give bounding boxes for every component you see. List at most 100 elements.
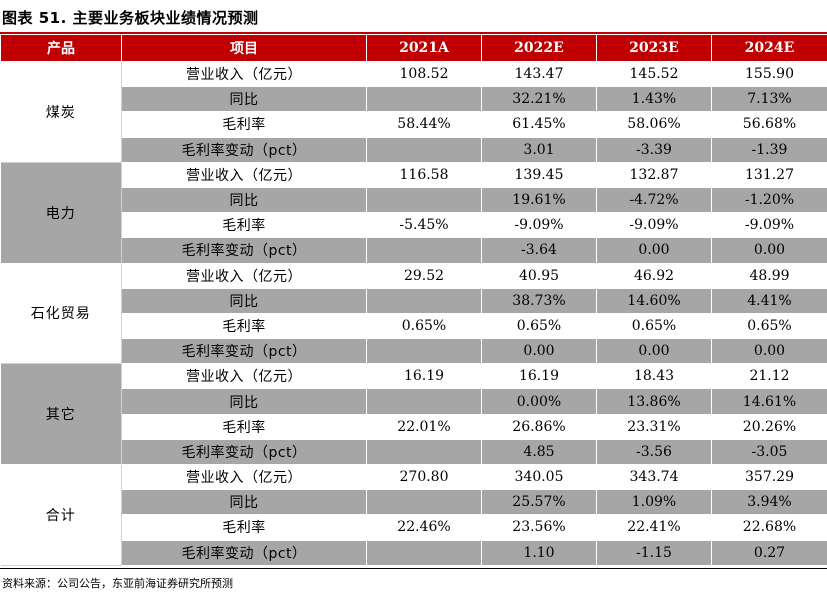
- value-cell: 1.43%: [596, 86, 712, 113]
- row-item-label: 营业收入（亿元）: [121, 464, 367, 491]
- value-cell: 0.00: [711, 237, 827, 264]
- value-cell: 270.80: [366, 464, 482, 491]
- header-year: 2023E: [596, 34, 712, 62]
- table-row: 同比 0.00% 13.86% 14.61%: [1, 388, 827, 415]
- value-cell: 48.99: [711, 263, 827, 289]
- value-cell: [366, 540, 482, 566]
- row-item-label: 毛利率变动（pct）: [121, 439, 367, 466]
- value-cell: -4.72%: [596, 187, 712, 214]
- value-cell: [366, 237, 482, 264]
- value-cell: 116.58: [366, 162, 482, 188]
- value-cell: 0.00: [481, 338, 597, 365]
- value-cell: 16.19: [366, 363, 482, 390]
- value-cell: 340.05: [481, 464, 597, 491]
- table-row: 煤炭 营业收入（亿元） 108.52 143.47 145.52 155.90: [0, 61, 827, 163]
- table-row: 毛利率 58.44% 61.45% 58.06% 56.68%: [1, 111, 827, 138]
- value-cell: 0.65%: [366, 313, 482, 340]
- value-cell: 25.57%: [481, 489, 597, 516]
- value-cell: 343.74: [596, 464, 712, 491]
- table-row: 同比 25.57% 1.09% 3.94%: [1, 489, 827, 516]
- value-cell: 18.43: [596, 363, 712, 390]
- value-cell: 61.45%: [481, 111, 597, 138]
- forecast-table: 产品 项目 2021A 2022E 2023E 2024E 煤炭 营业收入（亿元）…: [0, 34, 827, 566]
- row-item-label: 毛利率变动（pct）: [121, 137, 367, 163]
- value-cell: -9.09%: [596, 212, 712, 239]
- row-item-label: 毛利率: [121, 414, 367, 440]
- row-item-label: 营业收入（亿元）: [121, 162, 367, 188]
- value-cell: 22.46%: [366, 514, 482, 541]
- value-cell: 0.00: [596, 237, 712, 264]
- value-cell: 23.56%: [481, 514, 597, 541]
- table-row: 同比 19.61% -4.72% -1.20%: [1, 187, 827, 214]
- table-header-row: 产品 项目 2021A 2022E 2023E 2024E: [0, 34, 827, 62]
- value-cell: 13.86%: [596, 388, 712, 415]
- table-row: 电力 营业收入（亿元） 116.58 139.45 132.87 131.27: [0, 162, 827, 264]
- value-cell: -9.09%: [481, 212, 597, 239]
- value-cell: 0.00%: [481, 388, 597, 415]
- value-cell: 132.87: [596, 162, 712, 188]
- value-cell: -9.09%: [711, 212, 827, 239]
- table-row: 毛利率变动（pct） -3.64 0.00 0.00: [1, 237, 827, 264]
- row-item-label: 同比: [121, 489, 367, 516]
- value-cell: 0.65%: [711, 313, 827, 340]
- value-cell: -3.64: [481, 237, 597, 264]
- value-cell: 139.45: [481, 162, 597, 188]
- value-cell: 14.60%: [596, 288, 712, 314]
- header-item: 项目: [121, 34, 367, 62]
- row-item-label: 毛利率: [121, 111, 367, 138]
- row-item-label: 毛利率变动（pct）: [121, 540, 367, 566]
- value-cell: -3.05: [711, 439, 827, 466]
- table-row: 毛利率变动（pct） 4.85 -3.56 -3.05: [1, 439, 827, 466]
- value-cell: 58.06%: [596, 111, 712, 138]
- value-cell: 29.52: [366, 263, 482, 289]
- table-row: 同比 32.21% 1.43% 7.13%: [1, 86, 827, 113]
- value-cell: 20.26%: [711, 414, 827, 440]
- value-cell: -1.39: [711, 137, 827, 163]
- row-item-label: 营业收入（亿元）: [121, 263, 367, 289]
- row-item-label: 毛利率: [121, 313, 367, 340]
- title-rule: [0, 32, 827, 34]
- product-group-label: 其它: [0, 363, 122, 465]
- value-cell: 1.10: [481, 540, 597, 566]
- table-row: 石化贸易 营业收入（亿元） 29.52 40.95 46.92 48.99: [0, 263, 827, 365]
- table-row: 毛利率变动（pct） 3.01 -3.39 -1.39: [1, 137, 827, 163]
- value-cell: 0.00: [711, 338, 827, 365]
- table-title: 图表 51. 主要业务板块业绩情况预测: [2, 9, 259, 27]
- header-product: 产品: [0, 34, 122, 62]
- value-cell: 0.27: [711, 540, 827, 566]
- value-cell: 14.61%: [711, 388, 827, 415]
- table-row: 合计 营业收入（亿元） 270.80 340.05 343.74 357.29: [0, 464, 827, 566]
- value-cell: 3.94%: [711, 489, 827, 516]
- value-cell: 108.52: [366, 61, 482, 88]
- table-row: 毛利率 22.01% 26.86% 23.31% 20.26%: [1, 414, 827, 440]
- value-cell: 3.01: [481, 137, 597, 163]
- value-cell: 21.12: [711, 363, 827, 390]
- value-cell: -3.56: [596, 439, 712, 466]
- product-group-label: 煤炭: [0, 61, 122, 163]
- value-cell: 357.29: [711, 464, 827, 491]
- value-cell: 22.01%: [366, 414, 482, 440]
- value-cell: 1.09%: [596, 489, 712, 516]
- value-cell: 16.19: [481, 363, 597, 390]
- table-body: 煤炭 营业收入（亿元） 108.52 143.47 145.52 155.90 同比 32.2…: [0, 61, 827, 566]
- row-item-label: 毛利率变动（pct）: [121, 338, 367, 365]
- value-cell: 23.31%: [596, 414, 712, 440]
- row-item-label: 营业收入（亿元）: [121, 363, 367, 390]
- value-cell: 19.61%: [481, 187, 597, 214]
- value-cell: 46.92: [596, 263, 712, 289]
- value-cell: 26.86%: [481, 414, 597, 440]
- source-note: 资料来源：公司公告，东亚前海证券研究所预测: [2, 577, 233, 590]
- value-cell: 155.90: [711, 61, 827, 88]
- product-group-label: 合计: [0, 464, 122, 566]
- table-row: 毛利率变动（pct） 0.00 0.00 0.00: [1, 338, 827, 365]
- value-cell: [366, 489, 482, 516]
- row-item-label: 同比: [121, 388, 367, 415]
- value-cell: [366, 439, 482, 466]
- row-item-label: 营业收入（亿元）: [121, 61, 367, 88]
- value-cell: -1.20%: [711, 187, 827, 214]
- value-cell: 7.13%: [711, 86, 827, 113]
- value-cell: [366, 288, 482, 314]
- value-cell: -1.15: [596, 540, 712, 566]
- row-item-label: 同比: [121, 288, 367, 314]
- value-cell: 40.95: [481, 263, 597, 289]
